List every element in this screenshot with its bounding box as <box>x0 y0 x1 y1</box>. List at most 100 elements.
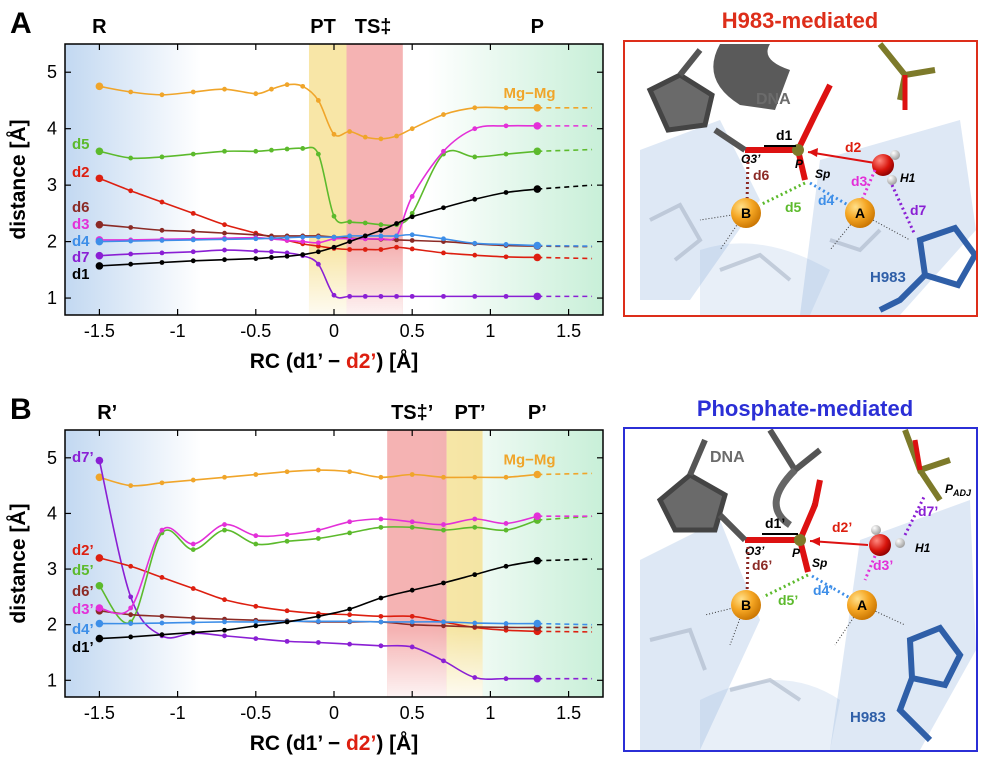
protein-ribbon <box>700 243 830 315</box>
data-point-d3 <box>300 239 306 245</box>
data-point-d7 <box>362 293 368 299</box>
dna-base-ring <box>656 471 728 533</box>
dna-base-ring <box>646 72 715 133</box>
data-point-d3 <box>409 194 415 199</box>
data-point-d2 <box>533 253 542 262</box>
data-point-d1 <box>284 619 290 625</box>
data-point-mgmg <box>190 89 196 95</box>
data-point-d6 <box>190 229 196 234</box>
data-point-mgmg <box>159 480 165 486</box>
d2-arrow <box>807 151 876 164</box>
label-metal-a-b: A <box>857 597 867 613</box>
data-point-d7 <box>269 249 274 255</box>
data-point-d7 <box>253 248 259 254</box>
data-point-d3 <box>190 541 196 547</box>
data-point-d2 <box>409 246 415 252</box>
x-axis-label-part: RC (d1’ − <box>250 350 346 373</box>
data-point-mgmg <box>472 105 478 111</box>
data-point-d1 <box>331 244 337 250</box>
data-point-d7 <box>378 643 384 649</box>
data-point-d6 <box>222 230 227 236</box>
y-axis-label: distance [Å] <box>6 503 30 623</box>
water-hydrogen-h1 <box>887 175 897 185</box>
data-point-d4 <box>128 621 134 626</box>
x-tick-label: -1 <box>170 321 186 341</box>
series-extension-d5 <box>537 148 593 153</box>
data-point-d1 <box>159 260 165 265</box>
data-point-d5 <box>409 210 415 216</box>
data-point-d7 <box>441 658 446 664</box>
data-point-d1 <box>269 255 274 260</box>
data-point-d1 <box>472 196 478 202</box>
stage-label: PT <box>310 16 336 38</box>
data-point-d4 <box>503 242 509 247</box>
data-point-d3 <box>472 516 478 522</box>
data-point-d2 <box>503 254 509 260</box>
data-point-d4 <box>95 237 104 246</box>
data-point-d4 <box>222 619 227 625</box>
data-point-d1 <box>503 563 509 569</box>
reactant-region <box>65 430 202 697</box>
label-his-b: H983 <box>850 709 886 726</box>
series-extension-mgmg <box>537 472 593 476</box>
series-extension-d4 <box>537 622 593 626</box>
data-point-d6 <box>503 625 509 630</box>
data-point-d6 <box>128 225 134 230</box>
series-label-d7: d7 <box>72 249 90 266</box>
x-axis-label-part: ) [Å] <box>376 349 418 373</box>
data-point-d5 <box>284 146 290 152</box>
data-point-d6 <box>472 624 478 630</box>
data-point-mgmg <box>409 472 415 477</box>
label-dna-a: DNA <box>756 91 791 108</box>
label-h1-a: H1 <box>900 171 916 185</box>
x-tick-label: -0.5 <box>240 703 271 723</box>
stage-label: P <box>531 16 544 38</box>
band-fade <box>446 430 483 697</box>
data-point-d4 <box>533 619 542 628</box>
y-tick-label: 3 <box>47 559 57 579</box>
data-point-d6 <box>409 238 415 243</box>
data-point-d6 <box>441 623 446 629</box>
label-metal-b-b: B <box>741 597 751 613</box>
data-point-d7 <box>409 644 415 650</box>
data-point-mgmg <box>190 477 196 483</box>
label-d6-a: d6 <box>753 167 770 183</box>
data-point-d1 <box>409 587 415 593</box>
y-tick-label: 1 <box>47 670 57 690</box>
data-point-d7 <box>222 633 227 639</box>
data-point-mgmg <box>533 470 542 479</box>
data-point-d2 <box>190 586 196 591</box>
x-tick-label: 0.5 <box>400 321 425 341</box>
data-point-d1 <box>315 249 321 255</box>
data-point-d4 <box>503 621 509 626</box>
data-point-d5 <box>378 524 384 530</box>
label-d7-b: d7’ <box>918 503 938 519</box>
y-tick-label: 4 <box>47 119 57 139</box>
data-point-d5 <box>347 530 353 536</box>
data-point-d3 <box>253 533 259 539</box>
data-point-d4 <box>159 238 165 243</box>
y-tick-label: 5 <box>47 448 57 468</box>
data-point-d1 <box>284 253 290 259</box>
data-point-mgmg <box>284 82 290 88</box>
series-label-mgmg: Mg−Mg <box>503 452 555 469</box>
data-point-mgmg <box>347 469 353 475</box>
data-point-d6 <box>95 220 104 229</box>
data-point-d7 <box>284 638 290 644</box>
data-point-mgmg <box>315 98 321 103</box>
reactant-region <box>65 44 202 315</box>
data-point-d2 <box>378 247 384 252</box>
data-point-d7 <box>284 250 290 256</box>
water-hydrogen-h1 <box>895 538 905 548</box>
series-label-d6: d6’ <box>72 583 94 600</box>
data-point-d1 <box>503 190 509 195</box>
phosphate-oxygen <box>797 479 823 542</box>
data-point-d7 <box>315 261 321 267</box>
data-point-d1 <box>95 634 104 643</box>
data-point-d4 <box>284 235 290 241</box>
data-point-d4 <box>347 618 353 624</box>
data-point-d4 <box>315 234 321 240</box>
data-point-d1 <box>533 556 542 565</box>
data-point-d2 <box>378 613 384 619</box>
x-tick-label: 1.5 <box>556 321 581 341</box>
